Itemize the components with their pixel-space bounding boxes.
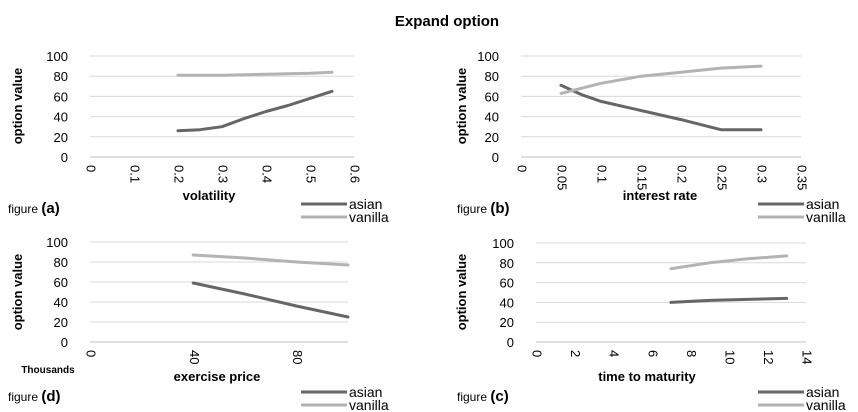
series-line-vanilla (559, 64, 763, 95)
figure-id: (b) (490, 200, 509, 217)
figure-word: figure (457, 390, 490, 404)
series-line-asian (176, 89, 334, 133)
y-tick-label: 60 (500, 276, 514, 291)
x-tick-label: 0.6 (348, 165, 363, 183)
y-axis-label: option value (454, 254, 469, 331)
x-tick-label: 0.2 (172, 165, 187, 183)
figure-label: figure (c) (457, 388, 509, 405)
x-axis-label: time to maturity (598, 369, 696, 384)
figure-label: figure (a) (8, 200, 60, 217)
series-line-asian (669, 296, 789, 304)
legend-label-asian: asian (349, 196, 382, 212)
x-tick-label: 0.15 (635, 165, 650, 190)
y-tick-label: 0 (61, 335, 68, 350)
y-tick-label: 40 (54, 295, 68, 310)
figure-id: (c) (490, 388, 508, 405)
legend-label-vanilla: vanilla (806, 209, 846, 225)
y-tick-label: 100 (477, 49, 499, 64)
y-tick-label: 0 (507, 335, 514, 350)
series-line-asian (191, 281, 350, 319)
x-tick-label: 0.35 (795, 165, 810, 190)
y-tick-label: 20 (54, 130, 68, 145)
x-tick-label: 0.2 (675, 165, 690, 183)
y-tick-label: 0 (61, 150, 68, 165)
figure-word: figure (8, 202, 41, 216)
figure-label: figure (b) (457, 200, 510, 217)
x-tick-label: 0.4 (260, 165, 275, 183)
legend-label-asian: asian (349, 384, 382, 400)
y-tick-label: 20 (485, 130, 499, 145)
legend-label-vanilla: vanilla (806, 397, 846, 412)
x-tick-label: 6 (645, 350, 660, 357)
panel-2: 0 20 40 60 80 100 0 40 80 option value exercise pr… (8, 235, 389, 412)
y-tick-label: 40 (500, 295, 514, 310)
x-unit-label: Thousands (21, 365, 75, 376)
legend-label-vanilla: vanilla (349, 397, 389, 412)
y-tick-label: 60 (54, 275, 68, 290)
x-tick-label: 14 (800, 350, 815, 364)
x-axis-label: volatility (183, 188, 237, 203)
figure-label: figure (d) (8, 388, 61, 405)
x-tick-label: 0.1 (128, 165, 143, 183)
legend-label-asian: asian (806, 384, 839, 400)
figure-id: (a) (41, 200, 59, 217)
y-tick-label: 80 (54, 69, 68, 84)
x-tick-label: 0.25 (715, 165, 730, 190)
y-tick-label: 20 (500, 315, 514, 330)
legend-label-asian: asian (806, 196, 839, 212)
x-tick-label: 0 (530, 350, 545, 357)
figure-word: figure (8, 390, 41, 404)
series-line-vanilla (669, 254, 789, 271)
x-tick-label: 0 (84, 165, 99, 172)
figure-id: (d) (41, 388, 60, 405)
legend-label-vanilla: vanilla (349, 209, 389, 225)
y-tick-label: 80 (500, 256, 514, 271)
x-axis-label: interest rate (623, 188, 697, 203)
y-tick-label: 0 (492, 150, 499, 165)
y-tick-label: 40 (54, 110, 68, 125)
x-tick-label: 80 (290, 350, 305, 364)
panel-0: 0 20 40 60 80 100 0 0.1 0.2 0.3 0.4 0.5 0.6 option va… (8, 49, 389, 225)
y-tick-label: 60 (54, 89, 68, 104)
x-tick-label: 8 (684, 350, 699, 357)
x-axis-label: exercise price (174, 369, 261, 384)
x-tick-label: 0.05 (555, 165, 570, 190)
y-tick-label: 80 (485, 69, 499, 84)
y-axis-label: option value (454, 68, 469, 145)
y-tick-label: 100 (492, 236, 514, 251)
x-tick-label: 0 (515, 165, 530, 172)
panel-1: 0 20 40 60 80 100 0 0.05 0.1 0.15 0.2 0.25 0.3 0.35 op… (454, 49, 846, 225)
x-tick-label: 12 (761, 350, 776, 364)
x-tick-label: 0.3 (755, 165, 770, 183)
y-tick-label: 20 (54, 315, 68, 330)
x-tick-label: 10 (722, 350, 737, 364)
y-tick-label: 60 (485, 89, 499, 104)
y-tick-label: 100 (46, 49, 68, 64)
chart-title: Expand option (395, 13, 499, 30)
x-tick-label: 40 (187, 350, 202, 364)
x-tick-label: 0.1 (595, 165, 610, 183)
y-tick-label: 40 (485, 110, 499, 125)
x-tick-label: 2 (568, 350, 583, 357)
y-axis-label: option value (10, 68, 25, 145)
figure-word: figure (457, 202, 490, 216)
y-tick-label: 80 (54, 255, 68, 270)
series-line-vanilla (191, 253, 350, 267)
x-tick-label: 0 (84, 350, 99, 357)
series-line-vanilla (176, 70, 334, 77)
series-line-asian (559, 83, 763, 132)
y-tick-label: 100 (46, 235, 68, 250)
y-axis-label: option value (10, 254, 25, 331)
x-tick-label: 0.3 (216, 165, 231, 183)
panel-3: 0 20 40 60 80 100 0 2 4 6 8 10 12 14 option value time … (454, 236, 846, 412)
x-tick-label: 4 (607, 350, 622, 357)
x-tick-label: 0.5 (304, 165, 319, 183)
